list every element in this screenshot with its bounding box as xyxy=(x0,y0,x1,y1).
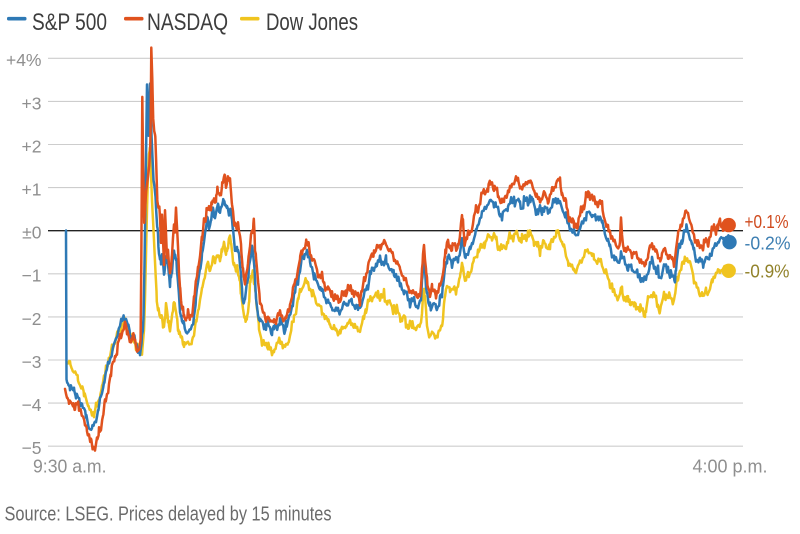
svg-text:+3: +3 xyxy=(22,93,42,113)
svg-text:−5: −5 xyxy=(22,438,42,458)
svg-text:−3: −3 xyxy=(22,352,42,372)
svg-text:9:30 a.m.: 9:30 a.m. xyxy=(33,457,107,477)
svg-text:S&P 500: S&P 500 xyxy=(32,9,107,36)
svg-text:4:00 p.m.: 4:00 p.m. xyxy=(692,457,767,477)
svg-text:-0.2%: -0.2% xyxy=(745,233,791,254)
svg-text:+0.1%: +0.1% xyxy=(745,211,789,232)
svg-text:+4%: +4% xyxy=(6,50,42,70)
svg-text:−2: −2 xyxy=(22,309,42,329)
svg-text:-0.9%: -0.9% xyxy=(745,261,790,282)
svg-text:−4: −4 xyxy=(22,395,42,415)
svg-text:−1: −1 xyxy=(22,266,42,286)
svg-text:+1: +1 xyxy=(22,180,42,200)
svg-text:Source: LSEG. Prices delayed b: Source: LSEG. Prices delayed by 15 minut… xyxy=(5,504,332,526)
svg-text:NASDAQ: NASDAQ xyxy=(147,9,228,36)
svg-text:±0: ±0 xyxy=(22,223,42,243)
svg-text:+2: +2 xyxy=(22,136,42,156)
svg-text:Dow Jones: Dow Jones xyxy=(266,9,358,36)
